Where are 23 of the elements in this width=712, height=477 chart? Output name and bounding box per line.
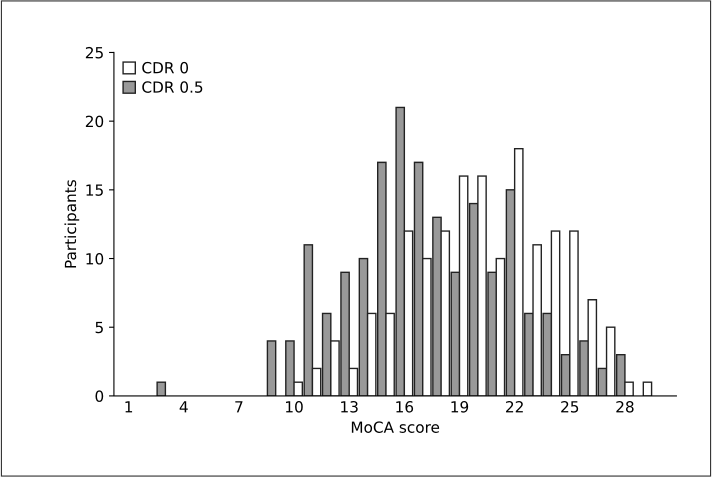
y-tick-label: 25	[86, 46, 103, 58]
y-tick-label: 0	[95, 390, 104, 402]
x-tick-label: 7	[235, 401, 242, 412]
legend-label: CDR 0.5	[142, 81, 202, 93]
x-tick-label: 1	[125, 401, 132, 412]
y-axis-title: Participants	[64, 180, 80, 268]
x-tick-label: 22	[506, 401, 523, 412]
y-tick-label: 15	[86, 184, 103, 196]
x-tick-label: 4	[180, 401, 188, 412]
x-tick-label: 13	[341, 401, 358, 413]
x-tick-label: 19	[451, 401, 468, 413]
y-tick-label: 20	[86, 116, 104, 128]
x-axis-title: MoCA score	[352, 421, 440, 433]
bar	[266, 340, 276, 396]
y-tick-label: 10	[86, 253, 104, 265]
bar	[642, 381, 652, 396]
x-tick-label: 28	[616, 401, 634, 413]
x-tick-label: 10	[286, 401, 303, 413]
y-tick-label: 5	[96, 322, 103, 334]
x-tick-label: 16	[396, 401, 414, 413]
legend-label: CDR 0	[142, 62, 188, 74]
x-tick-label: 25	[561, 401, 578, 413]
bar	[156, 381, 166, 396]
